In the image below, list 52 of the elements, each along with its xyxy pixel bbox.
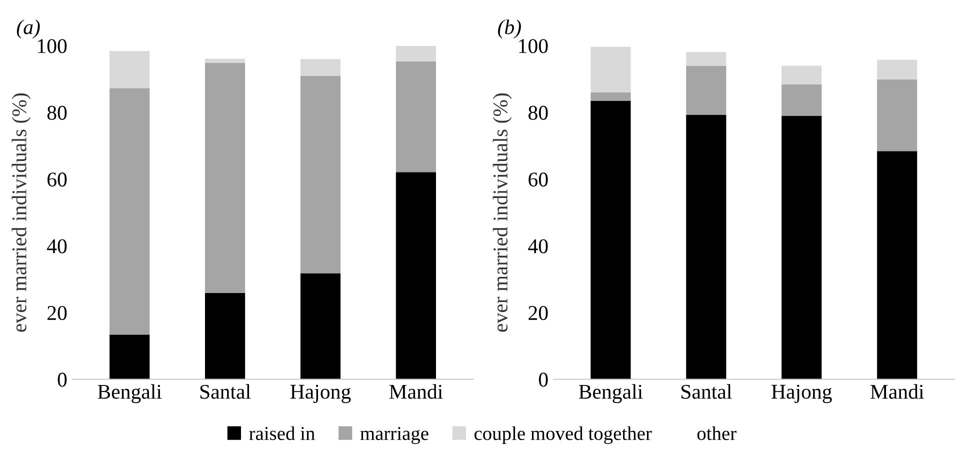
- bar: [204, 292, 246, 380]
- bar: [396, 46, 436, 62]
- y-tick-label: 20: [48, 306, 67, 320]
- legend-label: couple moved together: [474, 426, 652, 444]
- bar: [782, 116, 822, 380]
- y-tick-label: 60: [48, 172, 67, 187]
- chart-title: (a): [16, 20, 40, 38]
- y-axis-title: ever married individuals (%): [492, 93, 512, 332]
- bar: [686, 66, 726, 115]
- bar: [204, 63, 246, 293]
- y-tick-label: 0: [58, 372, 67, 387]
- bar: [782, 66, 822, 84]
- text: other: [697, 426, 736, 440]
- bar: [686, 52, 726, 66]
- y-tick-label: 100: [38, 39, 67, 54]
- chart-title: (b): [498, 20, 521, 38]
- x-tick-label: Mandi: [870, 384, 924, 399]
- bar: [110, 334, 150, 380]
- bar: [877, 60, 918, 80]
- x-tick-label: Hajong: [290, 384, 351, 404]
- x-tick-label: Mandi: [389, 384, 443, 399]
- legend-label: raised in: [249, 426, 315, 440]
- bar: [396, 172, 436, 380]
- y-tick-label: 20: [528, 306, 548, 320]
- bar: [110, 88, 150, 335]
- bar: [877, 151, 918, 380]
- y-tick-label: 40: [47, 239, 67, 254]
- y-tick-label: 40: [528, 239, 548, 254]
- y-tick-label: 100: [519, 39, 548, 54]
- x-tick-label: Santal: [682, 384, 732, 399]
- y-tick-label: 80: [528, 106, 548, 120]
- x-tick-label: Bengali: [98, 384, 162, 404]
- bar: [396, 61, 436, 172]
- x-tick-label: Hajong: [772, 384, 832, 404]
- y-tick-label: 60: [528, 172, 548, 187]
- y-tick-label: 0: [538, 372, 548, 387]
- bar: [204, 58, 246, 64]
- x-tick-label: Santal: [200, 384, 251, 399]
- bar: [877, 79, 918, 152]
- bar: [782, 84, 822, 116]
- bar: [590, 46, 631, 92]
- legend-label: marriage: [360, 427, 428, 444]
- y-axis-title: ever married individuals (%): [12, 93, 31, 332]
- bar: [590, 92, 631, 101]
- bar: [300, 59, 341, 76]
- x-tick-label: Bengali: [578, 384, 643, 404]
- y-tick-label: 80: [47, 106, 67, 120]
- bar: [110, 51, 150, 88]
- bar: [590, 100, 631, 380]
- bar: [300, 76, 341, 274]
- bar: [686, 114, 726, 380]
- bar: [300, 273, 341, 380]
